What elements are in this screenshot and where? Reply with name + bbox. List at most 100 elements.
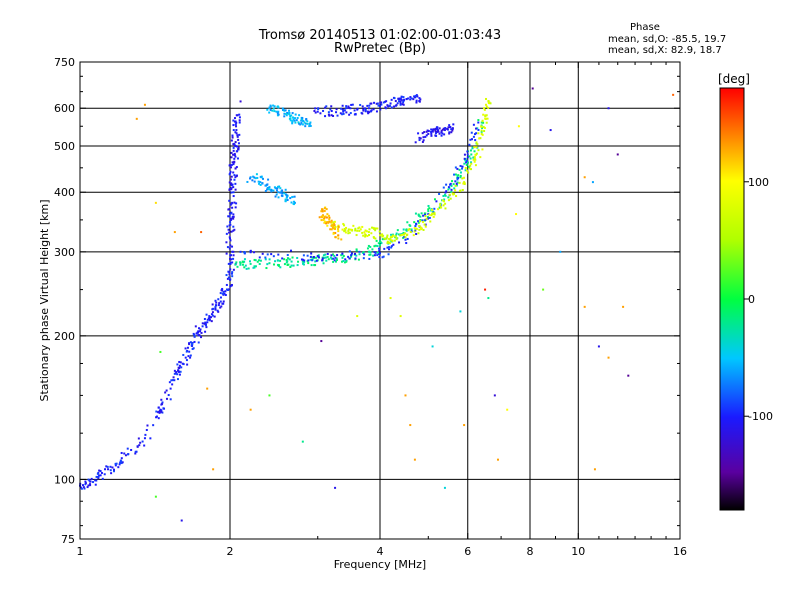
trace-scatter	[289, 117, 292, 120]
trace-scatter	[348, 106, 351, 109]
trace-scatter	[419, 220, 422, 223]
trace-scatter	[229, 221, 232, 224]
trace-scatter	[450, 131, 453, 134]
trace-point	[316, 110, 319, 113]
trace-scatter	[141, 440, 144, 443]
trace-scatter	[377, 247, 380, 250]
trace-point	[330, 110, 333, 113]
trace-scatter	[456, 167, 459, 170]
trace-scatter	[368, 104, 371, 107]
trace-scatter	[230, 187, 233, 190]
trace-scatter	[388, 104, 391, 107]
trace-scatter	[431, 129, 434, 132]
trace-scatter	[444, 194, 447, 197]
trace-point	[334, 227, 337, 230]
trace-scatter	[412, 234, 415, 237]
trace-scatter	[169, 398, 172, 401]
trace-scatter	[283, 263, 286, 266]
trace-point	[229, 257, 231, 260]
trace-point	[459, 176, 462, 179]
trace-scatter	[414, 227, 417, 230]
trace-scatter	[366, 104, 369, 107]
trace-scatter	[425, 130, 428, 133]
trace-scatter	[179, 370, 182, 373]
trace-scatter	[321, 208, 324, 211]
trace-scatter	[266, 188, 269, 191]
trace-point	[427, 132, 430, 135]
scatter-point	[180, 519, 183, 522]
trace-scatter	[386, 246, 389, 249]
trace-scatter	[420, 228, 423, 231]
trace-scatter	[161, 401, 164, 404]
trace-scatter	[470, 131, 473, 134]
trace-scatter	[236, 150, 239, 153]
trace-scatter	[393, 239, 396, 242]
trace-point	[301, 260, 304, 263]
trace-scatter	[332, 221, 335, 224]
trace-scatter	[306, 120, 309, 123]
trace-scatter	[456, 178, 459, 181]
trace-scatter	[229, 212, 232, 215]
trace-scatter	[272, 189, 275, 192]
trace-scatter	[243, 266, 246, 269]
trace-point	[409, 98, 412, 101]
trace-scatter	[379, 101, 382, 104]
trace-scatter	[419, 137, 422, 140]
trace-scatter	[173, 369, 176, 372]
trace-scatter	[291, 112, 294, 115]
trace-scatter	[301, 262, 304, 265]
trace-scatter	[349, 112, 352, 115]
trace-scatter	[289, 265, 292, 268]
trace-scatter	[358, 226, 361, 229]
trace-scatter	[224, 294, 227, 297]
trace-scatter	[315, 259, 318, 262]
trace-scatter	[273, 110, 276, 113]
trace-scatter	[301, 123, 304, 126]
trace-scatter	[301, 258, 304, 261]
trace-scatter	[235, 121, 238, 124]
scatter-point	[249, 408, 252, 411]
trace-scatter	[306, 254, 309, 257]
trace-scatter	[258, 262, 261, 265]
trace-scatter	[476, 143, 479, 146]
trace-scatter	[221, 302, 224, 305]
trace-scatter	[325, 216, 328, 219]
trace-scatter	[234, 176, 237, 179]
trace-scatter	[290, 264, 293, 267]
trace-scatter	[197, 330, 200, 333]
trace-scatter	[474, 164, 477, 167]
trace-scatter	[470, 138, 473, 141]
trace-scatter	[372, 236, 375, 239]
trace-scatter	[390, 246, 393, 249]
trace-scatter	[231, 183, 234, 186]
trace-scatter	[468, 167, 471, 170]
trace-scatter	[126, 447, 129, 450]
trace-scatter	[323, 217, 326, 220]
trace-scatter	[107, 468, 110, 471]
scatter-point	[627, 374, 630, 377]
trace-scatter	[400, 95, 403, 98]
trace-scatter	[238, 121, 241, 124]
trace-point	[427, 210, 430, 213]
trace-scatter	[368, 253, 371, 256]
scatter-point	[496, 458, 499, 461]
trace-scatter	[101, 477, 104, 480]
trace-scatter	[191, 342, 194, 345]
trace-scatter	[475, 146, 478, 149]
trace-scatter	[236, 265, 239, 268]
trace-scatter	[232, 250, 235, 253]
trace-scatter	[405, 98, 408, 101]
trace-scatter	[486, 117, 489, 120]
trace-scatter	[341, 228, 344, 231]
trace-scatter	[452, 183, 455, 186]
trace-point	[379, 252, 381, 255]
trace-scatter	[222, 300, 225, 303]
trace-scatter	[482, 113, 485, 116]
trace-scatter	[230, 139, 233, 142]
trace-scatter	[458, 181, 461, 184]
trace-scatter	[341, 256, 344, 259]
scatter-point	[559, 250, 562, 253]
trace-scatter	[487, 106, 490, 109]
trace-scatter	[98, 469, 101, 472]
scatter-point	[583, 176, 586, 179]
